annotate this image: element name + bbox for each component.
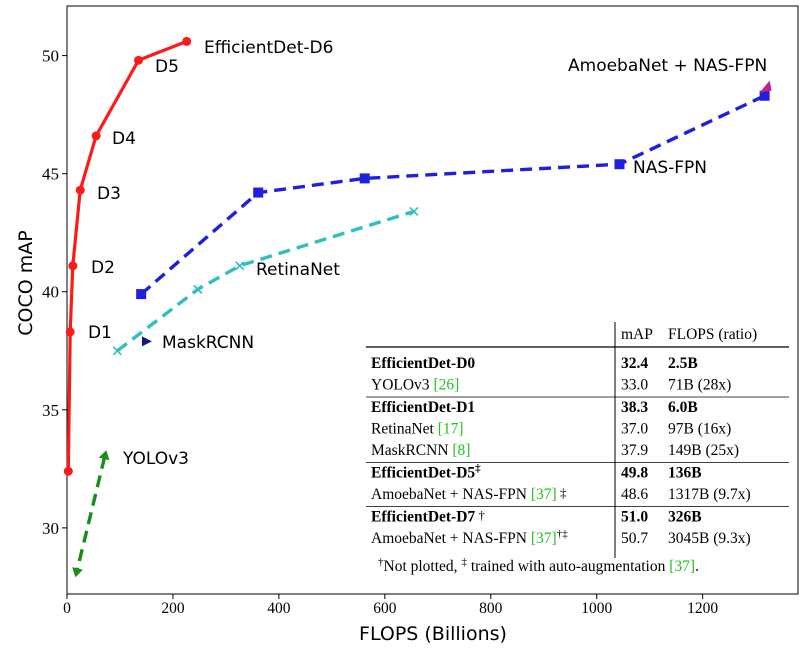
table-model-cell: EfficientDet-D7 †	[371, 508, 485, 526]
point-label: AmoebaNet + NAS-FPN	[568, 56, 767, 76]
y-tick-label: 50	[42, 47, 59, 66]
table-flops-cell: 97B (16x)	[668, 421, 731, 438]
table-model-cell: AmoebaNet + NAS-FPN [37]†‡	[371, 528, 568, 547]
table-flops-cell: 1317B (9.7x)	[668, 486, 751, 503]
y-tick-label: 45	[42, 165, 59, 184]
table-map-cell: 48.6	[621, 486, 648, 503]
point-label: D3	[97, 184, 121, 204]
series-point	[759, 90, 770, 101]
point-label: D2	[91, 258, 115, 278]
table-map-cell: 38.3	[621, 399, 648, 416]
series-point	[75, 185, 85, 195]
table-model-cell: EfficientDet-D5‡	[371, 463, 481, 482]
point-label: D5	[155, 57, 179, 77]
point-label: EfficientDet-D6	[204, 38, 333, 58]
series-point	[112, 346, 122, 356]
series-point	[141, 336, 152, 347]
series-point	[235, 261, 245, 271]
series-point	[409, 206, 419, 217]
series-efficientdet: D1 D2 D3 D4 D5 EfficientDet-D6	[63, 36, 333, 476]
series-point	[72, 567, 83, 578]
series-point	[759, 80, 772, 93]
series-line	[140, 94, 766, 296]
series-point	[182, 36, 192, 46]
table-map-cell: 50.7	[621, 530, 648, 547]
table-model-cell: EfficientDet-D1	[371, 399, 475, 416]
table-flops-cell: 71B (28x)	[668, 377, 731, 394]
x-tick-label: 0	[63, 600, 71, 617]
table-map-cell: 49.8	[621, 465, 648, 482]
series-line	[75, 456, 107, 571]
table-header-map: mAP	[621, 326, 653, 343]
series-point	[98, 450, 110, 461]
series-point	[134, 55, 144, 65]
series-point	[91, 131, 101, 141]
series-line	[116, 209, 415, 353]
y-axis-label: COCO mAP	[15, 230, 37, 335]
axes: 0 200 400 600 800 1000 1200 30 35 40 45 50	[42, 5, 799, 617]
series-point	[614, 159, 625, 170]
point-label: D4	[112, 129, 136, 149]
series-point	[65, 327, 75, 337]
table-map-cell: 33.0	[621, 377, 648, 394]
table-map-cell: 32.4	[621, 355, 648, 372]
table-flops-cell: 149B (25x)	[668, 442, 739, 459]
series-label: YOLOv3	[122, 449, 189, 469]
table-map-cell: 51.0	[621, 509, 648, 526]
x-axis-label: FLOPS (Billions)	[359, 623, 507, 645]
x-tick-label: 1200	[687, 600, 718, 617]
table-flops-cell: 3045B (9.3x)	[668, 530, 751, 547]
series-yolov3: YOLOv3	[72, 449, 189, 578]
point-label: MaskRCNN	[162, 333, 254, 353]
table-flops-cell: 2.5B	[668, 355, 698, 372]
series-retinanet: RetinaNet	[112, 206, 419, 356]
table-footnote: †Not plotted, ‡ trained with auto-augmen…	[378, 556, 699, 575]
point-amoebanet-nas-fpn: AmoebaNet + NAS-FPN	[568, 56, 772, 93]
table-map-cell: 37.0	[621, 421, 648, 438]
point-label: D1	[88, 323, 112, 343]
table-flops-cell: 326B	[668, 509, 702, 526]
series-point	[68, 261, 78, 271]
series-point	[193, 284, 203, 294]
point-maskrcnn: MaskRCNN	[141, 333, 254, 353]
x-tick-label: 800	[479, 600, 503, 617]
table-header-flops: FLOPS (ratio)	[668, 326, 757, 343]
comparison-table: mAP FLOPS (ratio) EfficientDet-D0 32.4 2.5B Y…	[366, 322, 789, 575]
y-tick-label: 35	[42, 401, 59, 420]
y-tick-label: 30	[42, 519, 59, 538]
series-point	[359, 173, 370, 184]
plot-area: D1 D2 D3 D4 D5 EfficientDet-D6 NAS-FPN RetinaNe…	[63, 36, 772, 578]
table-model-cell: YOLOv3 [26]	[371, 377, 459, 394]
series-nas-fpn: NAS-FPN	[136, 90, 770, 300]
series-point	[63, 466, 73, 476]
table-flops-cell: 136B	[668, 465, 702, 482]
table-model-cell: RetinaNet [17]	[371, 421, 464, 438]
series-line	[66, 39, 188, 472]
table-flops-cell: 6.0B	[668, 399, 698, 416]
series-point	[253, 187, 264, 198]
x-tick-label: 200	[161, 600, 185, 617]
x-tick-label: 400	[267, 600, 291, 617]
plot-frame	[66, 5, 799, 595]
table-model-cell: AmoebaNet + NAS-FPN [37] ‡	[371, 485, 567, 503]
series-label: NAS-FPN	[633, 158, 707, 178]
series-label: RetinaNet	[256, 260, 340, 280]
table-model-cell: MaskRCNN [8]	[371, 442, 470, 459]
x-tick-label: 600	[373, 600, 397, 617]
table-map-cell: 37.9	[621, 442, 648, 459]
y-tick-label: 40	[42, 283, 59, 302]
series-point	[136, 289, 147, 300]
table-model-cell: EfficientDet-D0	[371, 355, 475, 372]
x-tick-label: 1000	[581, 600, 612, 617]
